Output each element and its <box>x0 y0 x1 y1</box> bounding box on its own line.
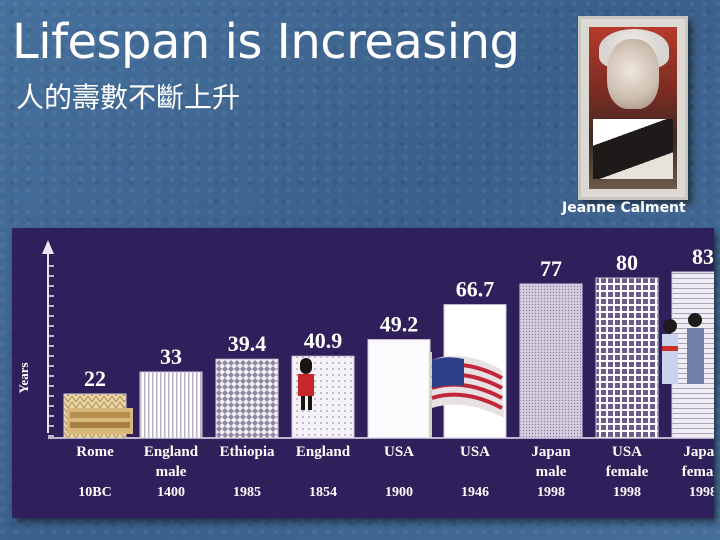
bar-value-label: 22 <box>84 366 106 391</box>
slide-title: Lifespan is Increasing <box>12 14 520 70</box>
category-label: USA <box>384 444 414 460</box>
lifespan-chart: Years <box>12 228 714 518</box>
y-axis-label: Years <box>16 362 31 393</box>
bar-value-label: 66.7 <box>456 277 495 302</box>
category-label: Japan <box>683 444 714 460</box>
bar <box>595 277 659 439</box>
slide-subtitle: 人的壽數不斷上升 <box>16 81 241 114</box>
category-label: England <box>144 444 199 460</box>
category-year-label: 10BC <box>78 485 111 500</box>
category-year-label: 1985 <box>233 485 261 500</box>
category-year-label: 1400 <box>157 485 185 500</box>
bar-value-label: 33 <box>160 344 182 369</box>
bar-value-label: 49.2 <box>380 312 419 337</box>
bar-value-label: 77 <box>540 256 562 281</box>
japanese-figures <box>662 313 704 384</box>
bar-value-label: 80 <box>616 250 638 275</box>
us-flag <box>429 352 504 438</box>
colosseum-illustration <box>67 408 133 434</box>
y-axis-arrow <box>42 240 54 254</box>
bar <box>215 358 279 439</box>
category-label: male <box>536 464 567 480</box>
category-year-label: 1998 <box>537 485 565 500</box>
bar <box>139 371 203 439</box>
bar-value-label: 83 <box>692 244 714 269</box>
category-label: male <box>156 464 187 480</box>
category-label: USA <box>612 444 642 460</box>
category-year-label: 1946 <box>461 485 489 500</box>
portrait-clothing <box>593 119 673 179</box>
guard-figure <box>298 358 314 410</box>
lifespan-bar-chart-svg: Years <box>16 240 714 500</box>
category-label: female <box>682 464 714 480</box>
category-label: female <box>606 464 649 480</box>
bar-value-label: 39.4 <box>228 331 267 356</box>
category-label: Rome <box>76 444 114 460</box>
bar-value-label: 40.9 <box>304 328 343 353</box>
photo-caption: Jeanne Calment <box>562 200 686 216</box>
category-label: USA <box>460 444 490 460</box>
category-label: England <box>296 444 351 460</box>
category-year-label: 1998 <box>613 485 641 500</box>
category-year-label: 1998 <box>689 485 714 500</box>
portrait-photo <box>578 16 688 200</box>
portrait-image <box>589 27 677 189</box>
bar <box>367 339 431 439</box>
labels-group: 22 Rome 10BC 33 England male 1400 39.4 Ethiopia 1… <box>76 244 714 500</box>
category-label: Japan <box>531 444 571 460</box>
category-year-label: 1854 <box>309 485 337 500</box>
decorations-group <box>67 313 704 438</box>
portrait-face <box>607 39 659 109</box>
category-year-label: 1900 <box>385 485 413 500</box>
category-label: Ethiopia <box>219 444 275 460</box>
bar <box>519 283 583 439</box>
